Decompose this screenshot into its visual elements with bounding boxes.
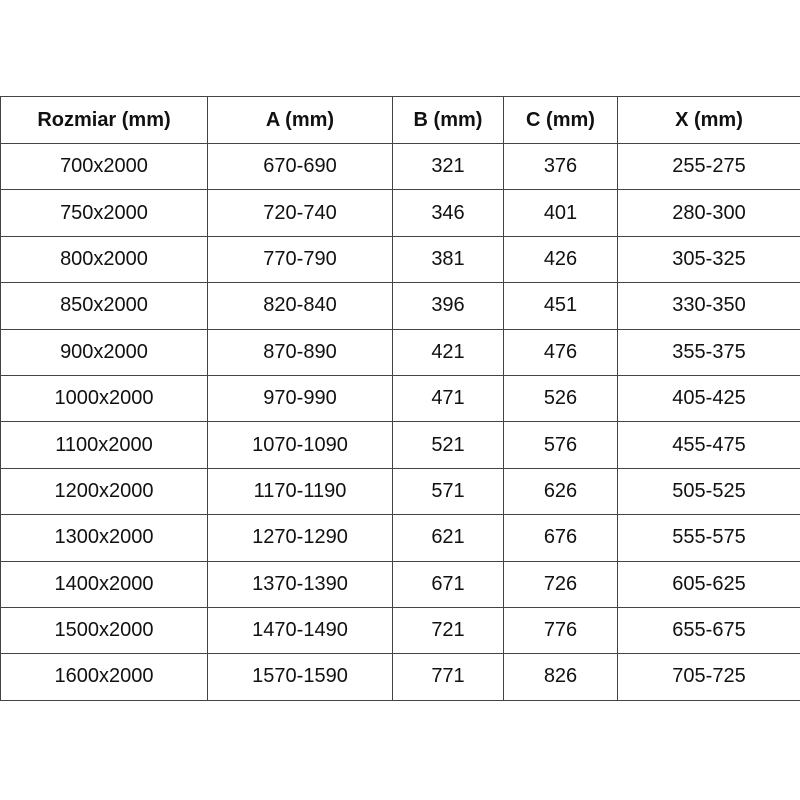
table-row: 1400x2000 1370-1390 671 726 605-625 bbox=[0, 560, 800, 608]
cell-b: 671 bbox=[392, 560, 504, 608]
cell-a: 1370-1390 bbox=[207, 560, 393, 608]
cell-x: 505-525 bbox=[617, 467, 800, 516]
cell-x: 305-325 bbox=[617, 235, 800, 284]
cell-x: 280-300 bbox=[617, 189, 800, 237]
cell-c: 726 bbox=[503, 560, 618, 608]
table-row: 700x2000 670-690 321 376 255-275 bbox=[0, 142, 800, 191]
cell-a: 1070-1090 bbox=[207, 421, 393, 469]
cell-b: 521 bbox=[392, 421, 504, 469]
cell-a: 670-690 bbox=[207, 142, 393, 191]
cell-x: 455-475 bbox=[617, 421, 800, 469]
cell-x: 405-425 bbox=[617, 374, 800, 423]
cell-size: 1400x2000 bbox=[0, 560, 208, 608]
cell-c: 626 bbox=[503, 467, 618, 516]
cell-c: 826 bbox=[503, 653, 618, 701]
header-a: A (mm) bbox=[207, 96, 393, 144]
cell-x: 555-575 bbox=[617, 514, 800, 562]
cell-c: 426 bbox=[503, 235, 618, 284]
cell-x: 355-375 bbox=[617, 328, 800, 376]
cell-c: 576 bbox=[503, 421, 618, 469]
cell-b: 621 bbox=[392, 514, 504, 562]
cell-size: 1300x2000 bbox=[0, 514, 208, 562]
cell-b: 346 bbox=[392, 189, 504, 237]
table-row: 1600x2000 1570-1590 771 826 705-725 bbox=[0, 653, 800, 701]
cell-b: 471 bbox=[392, 374, 504, 423]
cell-a: 720-740 bbox=[207, 189, 393, 237]
cell-b: 571 bbox=[392, 467, 504, 516]
table-row: 1100x2000 1070-1090 521 576 455-475 bbox=[0, 421, 800, 469]
cell-a: 970-990 bbox=[207, 374, 393, 423]
cell-size: 1200x2000 bbox=[0, 467, 208, 516]
cell-a: 1270-1290 bbox=[207, 514, 393, 562]
cell-size: 1100x2000 bbox=[0, 421, 208, 469]
cell-size: 800x2000 bbox=[0, 235, 208, 284]
cell-size: 700x2000 bbox=[0, 142, 208, 191]
table-row: 750x2000 720-740 346 401 280-300 bbox=[0, 189, 800, 237]
cell-size: 750x2000 bbox=[0, 189, 208, 237]
table-row: 900x2000 870-890 421 476 355-375 bbox=[0, 328, 800, 376]
table-row: 1000x2000 970-990 471 526 405-425 bbox=[0, 374, 800, 423]
cell-a: 820-840 bbox=[207, 282, 393, 330]
cell-b: 396 bbox=[392, 282, 504, 330]
cell-c: 776 bbox=[503, 606, 618, 655]
cell-c: 376 bbox=[503, 142, 618, 191]
cell-size: 900x2000 bbox=[0, 328, 208, 376]
cell-a: 1470-1490 bbox=[207, 606, 393, 655]
table-row: 1300x2000 1270-1290 621 676 555-575 bbox=[0, 514, 800, 562]
cell-size: 1000x2000 bbox=[0, 374, 208, 423]
header-c: C (mm) bbox=[503, 96, 618, 144]
cell-x: 330-350 bbox=[617, 282, 800, 330]
cell-a: 1570-1590 bbox=[207, 653, 393, 701]
header-size: Rozmiar (mm) bbox=[0, 96, 208, 144]
cell-c: 526 bbox=[503, 374, 618, 423]
header-b: B (mm) bbox=[392, 96, 504, 144]
cell-b: 421 bbox=[392, 328, 504, 376]
cell-x: 655-675 bbox=[617, 606, 800, 655]
table-row: 1500x2000 1470-1490 721 776 655-675 bbox=[0, 606, 800, 655]
cell-c: 401 bbox=[503, 189, 618, 237]
cell-b: 321 bbox=[392, 142, 504, 191]
cell-x: 605-625 bbox=[617, 560, 800, 608]
cell-x: 705-725 bbox=[617, 653, 800, 701]
cell-c: 676 bbox=[503, 514, 618, 562]
cell-c: 451 bbox=[503, 282, 618, 330]
table-row: 1200x2000 1170-1190 571 626 505-525 bbox=[0, 467, 800, 516]
cell-a: 1170-1190 bbox=[207, 467, 393, 516]
table-row: 800x2000 770-790 381 426 305-325 bbox=[0, 235, 800, 284]
cell-b: 381 bbox=[392, 235, 504, 284]
cell-x: 255-275 bbox=[617, 142, 800, 191]
cell-a: 770-790 bbox=[207, 235, 393, 284]
header-row: Rozmiar (mm) A (mm) B (mm) C (mm) X (mm) bbox=[0, 96, 800, 144]
cell-b: 771 bbox=[392, 653, 504, 701]
cell-size: 850x2000 bbox=[0, 282, 208, 330]
dimensions-table: Rozmiar (mm) A (mm) B (mm) C (mm) X (mm) 700… bbox=[0, 96, 800, 701]
header-x: X (mm) bbox=[617, 96, 800, 144]
cell-a: 870-890 bbox=[207, 328, 393, 376]
cell-size: 1500x2000 bbox=[0, 606, 208, 655]
table-row: 850x2000 820-840 396 451 330-350 bbox=[0, 282, 800, 330]
cell-size: 1600x2000 bbox=[0, 653, 208, 701]
cell-b: 721 bbox=[392, 606, 504, 655]
cell-c: 476 bbox=[503, 328, 618, 376]
